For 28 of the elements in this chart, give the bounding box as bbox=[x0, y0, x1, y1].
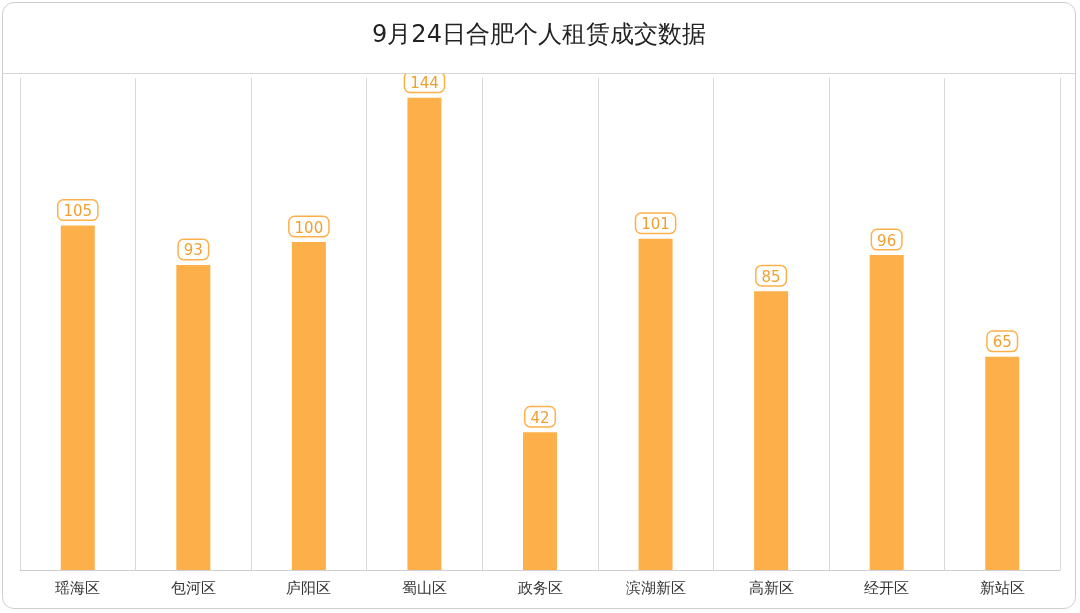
x-tick-label: 经开区 bbox=[864, 578, 910, 597]
data-label: 96 bbox=[877, 231, 897, 250]
data-label: 42 bbox=[530, 408, 550, 427]
x-tick-label: 包河区 bbox=[170, 578, 216, 597]
bar bbox=[523, 432, 557, 570]
data-label: 144 bbox=[410, 74, 439, 93]
bar bbox=[754, 291, 789, 570]
data-label: 85 bbox=[761, 267, 781, 286]
x-tick-label: 高新区 bbox=[748, 578, 794, 597]
chart-title: 9月24日合肥个人租赁成交数据 bbox=[3, 3, 1075, 74]
bar bbox=[291, 242, 326, 570]
bar bbox=[176, 264, 211, 570]
data-label: 101 bbox=[641, 215, 670, 234]
data-label: 105 bbox=[63, 202, 93, 221]
bar bbox=[407, 97, 442, 570]
x-tick-label: 庐阳区 bbox=[286, 578, 332, 597]
bar bbox=[638, 238, 673, 570]
x-tick-label: 政务区 bbox=[517, 578, 563, 597]
bar bbox=[869, 255, 904, 570]
x-tick-label: 新站区 bbox=[979, 578, 1025, 597]
data-label: 100 bbox=[294, 218, 324, 237]
data-label: 65 bbox=[992, 333, 1012, 352]
x-tick-label: 瑶海区 bbox=[55, 578, 101, 597]
bar bbox=[60, 225, 95, 570]
x-tick-label: 滨湖新区 bbox=[625, 578, 686, 597]
x-tick-label: 蜀山区 bbox=[401, 578, 447, 597]
bar bbox=[985, 356, 1020, 570]
data-label: 93 bbox=[183, 241, 203, 260]
